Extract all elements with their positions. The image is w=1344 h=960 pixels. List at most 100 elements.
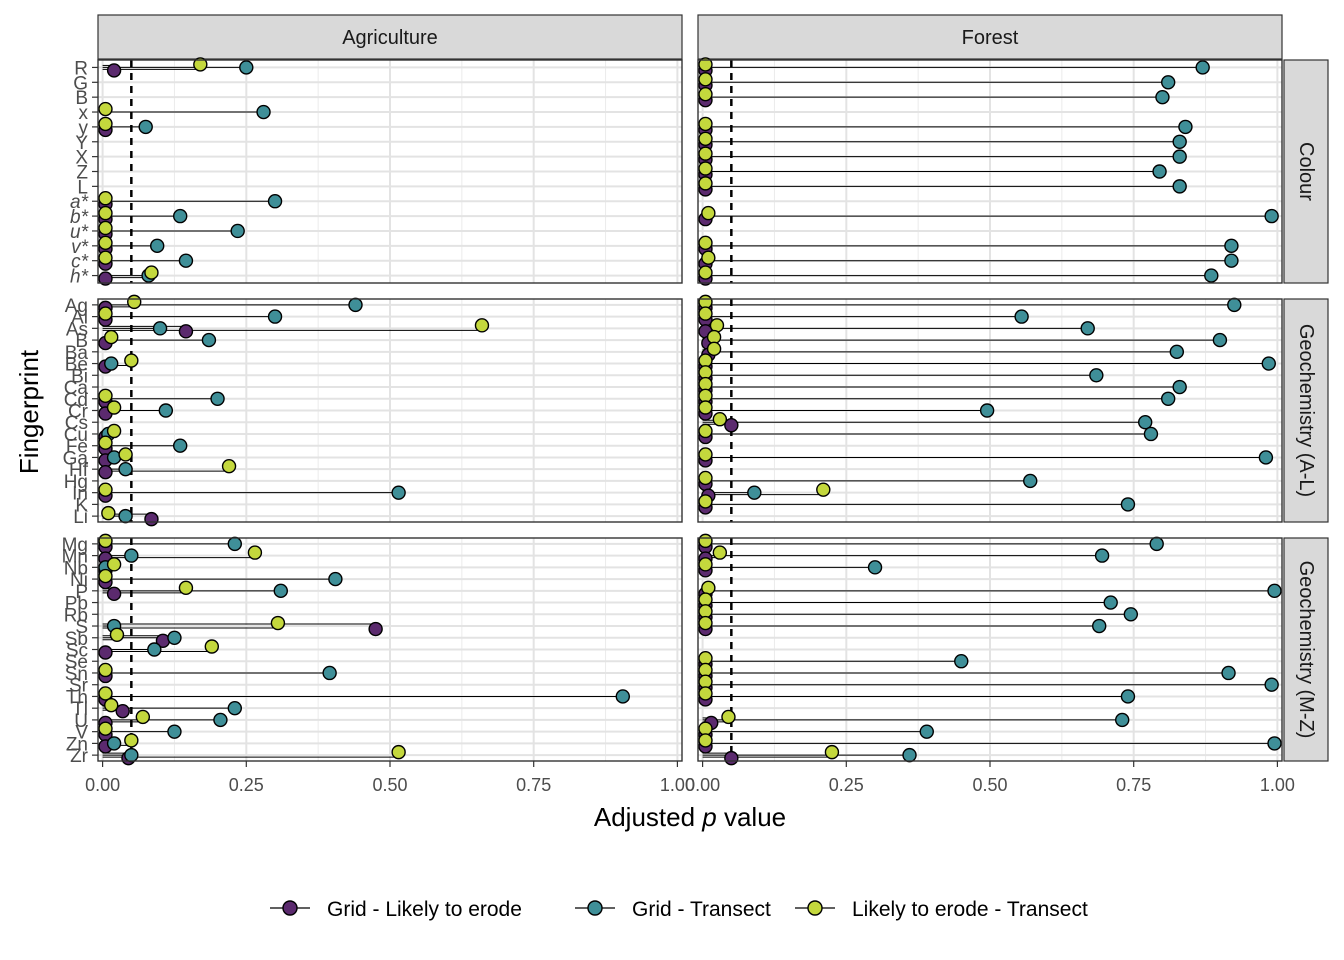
- data-point-grid---transect: [1261, 356, 1276, 371]
- y-tick-label: Ca: [64, 378, 89, 399]
- data-point-grid---likely-to-erode: [98, 464, 113, 480]
- data-point-likely-to-erode---transect: [698, 615, 713, 631]
- y-tick-label: Mn: [62, 547, 88, 568]
- data-point-likely-to-erode---transect: [701, 580, 716, 596]
- data-point-grid---transect: [615, 689, 630, 704]
- data-point-grid---transect: [1080, 321, 1095, 336]
- data-point-grid---transect: [227, 700, 243, 716]
- data-point-grid---transect: [1149, 536, 1164, 552]
- data-point-grid---transect: [158, 403, 174, 418]
- data-point-grid---likely-to-erode: [144, 511, 159, 527]
- data-point-grid---transect: [328, 571, 343, 587]
- data-point-grid---transect: [1092, 618, 1107, 634]
- y-tick-label: P: [75, 582, 88, 603]
- y-tick-label: Nb: [64, 558, 88, 579]
- y-tick-label: Z: [76, 163, 88, 184]
- row-strip-label-0: Colour: [1295, 142, 1317, 201]
- data-point-grid---transect: [902, 747, 917, 763]
- data-point-likely-to-erode---transect: [98, 191, 113, 206]
- y-axis-title: Fingerprint: [14, 349, 44, 474]
- data-point-grid---transect: [1178, 119, 1193, 135]
- data-point-likely-to-erode---transect: [721, 709, 736, 725]
- data-point-likely-to-erode---transect: [98, 686, 113, 701]
- data-point-likely-to-erode---transect: [698, 57, 713, 72]
- y-tick-label: Rb: [64, 605, 88, 626]
- data-point-grid---transect: [267, 309, 283, 324]
- data-point-likely-to-erode---transect: [106, 423, 122, 439]
- data-point-grid---transect: [1258, 450, 1274, 465]
- row-strip-1: [1283, 298, 1329, 523]
- data-point-grid---likely-to-erode: [106, 586, 122, 602]
- data-point-likely-to-erode---transect: [391, 744, 406, 760]
- data-point-grid---transect: [150, 238, 165, 254]
- y-tick-label: y: [79, 118, 89, 139]
- data-point-grid---transect: [1120, 497, 1136, 512]
- y-tick-label: R: [74, 58, 88, 79]
- data-point-grid---transect: [124, 548, 139, 563]
- y-tick-label: v*: [71, 237, 89, 258]
- y-tick-label: G: [73, 73, 88, 94]
- x-axis-title: Adjusted p value: [594, 802, 786, 832]
- data-point-grid---transect: [979, 403, 995, 418]
- y-axis-title-text: Fingerprint: [14, 349, 44, 474]
- row-strip-2: [1283, 537, 1329, 762]
- y-tick-label: B: [75, 88, 88, 109]
- data-point-likely-to-erode---transect: [98, 250, 113, 265]
- data-point-grid---likely-to-erode: [178, 324, 194, 339]
- legend-key-point: [807, 900, 823, 916]
- y-tick-label: Be: [65, 355, 88, 376]
- data-point-grid---transect: [1172, 179, 1187, 194]
- data-point-grid---transect: [747, 485, 762, 500]
- data-point-likely-to-erode---transect: [98, 306, 113, 321]
- data-point-likely-to-erode---transect: [98, 116, 113, 132]
- data-point-likely-to-erode---transect: [98, 533, 113, 549]
- data-point-likely-to-erode---transect: [98, 235, 113, 251]
- data-point-grid---transect: [1089, 368, 1104, 383]
- strip-label-agriculture: Agriculture: [342, 27, 438, 49]
- panel-agriculture-1: [97, 294, 683, 527]
- data-point-likely-to-erode---transect: [709, 318, 725, 333]
- y-tick-label: x: [79, 103, 89, 124]
- data-point-likely-to-erode---transect: [109, 627, 125, 642]
- data-point-grid---transect: [1023, 473, 1038, 489]
- x-axis-title-text: Adjusted p value: [594, 802, 786, 832]
- data-point-likely-to-erode---transect: [98, 220, 113, 236]
- x-tick-label: 0.25: [229, 775, 264, 795]
- data-point-likely-to-erode---transect: [474, 318, 490, 333]
- data-point-likely-to-erode---transect: [698, 72, 713, 87]
- data-point-grid---transect: [1195, 60, 1210, 75]
- y-tick-label: K: [75, 495, 88, 516]
- data-point-grid---transect: [104, 356, 119, 371]
- data-point-likely-to-erode---transect: [221, 458, 237, 474]
- panel-agriculture-0: [97, 57, 683, 286]
- data-point-grid---likely-to-erode: [98, 645, 113, 660]
- data-point-grid---transect: [1094, 548, 1110, 563]
- legend-label: Grid - Likely to erode: [327, 898, 522, 921]
- data-point-grid---likely-to-erode: [98, 271, 113, 286]
- data-point-likely-to-erode---transect: [698, 470, 713, 486]
- strip-agriculture: [97, 14, 683, 60]
- data-point-grid---transect: [954, 654, 969, 669]
- data-point-grid---transect: [239, 60, 254, 75]
- data-point-likely-to-erode---transect: [270, 615, 286, 631]
- data-point-grid---transect: [1137, 415, 1153, 430]
- y-tick-label: c*: [71, 252, 89, 273]
- y-tick-label: S: [75, 617, 88, 638]
- data-point-grid---likely-to-erode: [724, 418, 739, 433]
- y-tick-label: Al: [71, 308, 88, 329]
- x-tick-label: 0.50: [972, 775, 1007, 795]
- data-point-grid---transect: [348, 297, 363, 313]
- y-tick-label: B: [75, 331, 88, 352]
- y-tick-label: Hf: [69, 460, 89, 481]
- data-point-likely-to-erode---transect: [98, 205, 113, 221]
- data-point-grid---likely-to-erode: [115, 703, 130, 719]
- y-tick-label: Fe: [66, 437, 88, 458]
- data-point-grid---transect: [172, 438, 188, 453]
- data-point-grid---transect: [1152, 164, 1167, 179]
- data-point-likely-to-erode---transect: [698, 176, 713, 191]
- data-point-grid---transect: [172, 208, 188, 224]
- data-point-likely-to-erode---transect: [698, 235, 713, 251]
- data-point-grid---transect: [138, 119, 153, 135]
- data-point-likely-to-erode---transect: [106, 557, 122, 572]
